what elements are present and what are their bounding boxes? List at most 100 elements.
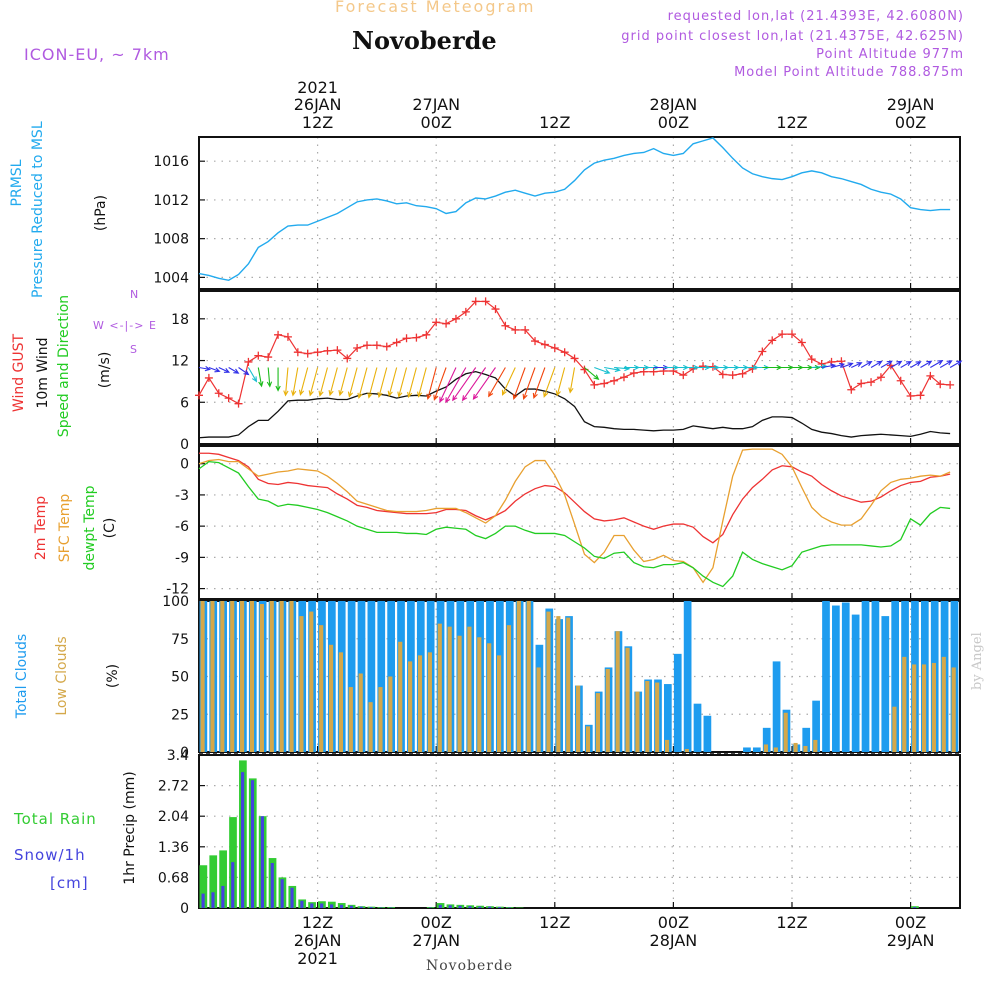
gust-point (728, 371, 737, 380)
bottom-time-label: 00Z (895, 913, 926, 932)
gust-point (303, 349, 312, 358)
compass-south: S (130, 343, 138, 356)
wind-arrow (584, 367, 600, 381)
rain-label: Total Rain (14, 810, 97, 828)
bottom-time-label: 12Z (302, 913, 333, 932)
gust-point (214, 389, 223, 398)
y-tick-label: 75 (171, 632, 189, 648)
low-cloud-bar (655, 682, 660, 752)
low-cloud-bar (536, 667, 541, 752)
low-cloud-bar (249, 601, 255, 752)
low-cloud-bar (467, 626, 472, 752)
compass-north: N (130, 288, 140, 301)
low-cloud-bar (635, 691, 640, 752)
y-tick-label: -9 (175, 550, 189, 566)
wind-label: 10m Wind (35, 337, 51, 409)
bottom-time-label: 12Z (539, 913, 570, 932)
gust-point (876, 373, 885, 382)
wind-arrow (532, 367, 546, 400)
wind-arrow (228, 367, 240, 374)
wind-arrow (860, 360, 873, 368)
wind-arrow (445, 367, 467, 404)
top-year-label: 2021 (297, 78, 338, 97)
snow-bar (359, 906, 363, 908)
gust-point (590, 380, 599, 389)
snow-bar (497, 907, 502, 908)
gust-point (422, 330, 431, 339)
gust-point (797, 338, 806, 347)
snow-bar (448, 905, 452, 908)
wind-arrow (257, 367, 264, 388)
wind-arrow (247, 367, 258, 383)
low-cloud-bar (526, 601, 531, 752)
top-time-label: 12Z (539, 113, 570, 132)
footer-title: Novoberde (426, 958, 514, 974)
gust-point (778, 330, 787, 339)
low-cloud-bar (585, 726, 591, 752)
top-time-label: 27JAN (412, 95, 460, 114)
gust-point (224, 394, 233, 403)
panel-frame (198, 445, 961, 600)
low-clouds-label: Low Clouds (54, 636, 70, 716)
low-cloud-bar (230, 601, 235, 752)
low-cloud-bar (358, 673, 363, 752)
total-cloud-bar (683, 601, 692, 752)
y-tick-label: 25 (171, 707, 189, 723)
wind-arrow (488, 367, 506, 398)
bottom-time-label: 27JAN (412, 931, 460, 950)
low-cloud-bar (793, 742, 798, 752)
bottom-time-label: 26JAN (294, 931, 342, 950)
low-cloud-bar (576, 685, 581, 752)
snow-bar (250, 780, 255, 908)
gust-point (669, 366, 678, 375)
low-cloud-bar (408, 661, 413, 752)
snow-bar (488, 906, 492, 908)
low-cloud-bar (546, 611, 551, 752)
low-cloud-bar (200, 601, 205, 752)
temp2m-line (199, 452, 951, 544)
wind-direction-label: Speed and Direction (56, 294, 72, 438)
low-cloud-bar (506, 625, 512, 752)
low-cloud-bar (684, 748, 689, 752)
wind-arrow (208, 366, 221, 373)
gust-point (916, 391, 925, 400)
y-tick-label: -3 (175, 488, 189, 504)
y-tick-label: 1004 (153, 270, 189, 286)
y-tick-label: 2.04 (158, 809, 189, 825)
top-time-label: 29JAN (887, 95, 935, 114)
wind-arrow (555, 367, 566, 397)
gust-point (432, 318, 441, 327)
low-cloud-bar (645, 681, 650, 752)
y-tick-label: 0 (180, 437, 189, 453)
gust-point (600, 379, 609, 388)
gust-point (867, 378, 876, 387)
rain-bar (209, 855, 218, 908)
gust-point (501, 321, 510, 330)
gust-point (570, 354, 579, 363)
low-cloud-bar (566, 617, 571, 752)
wind-arrow (275, 367, 281, 392)
top-time-label: 00Z (895, 113, 926, 132)
low-cloud-bar (378, 687, 383, 752)
snow-bar (270, 863, 274, 908)
y-tick-label: 100 (162, 594, 189, 610)
gust-label: Wind GUST (11, 333, 27, 413)
gust-point (540, 340, 549, 349)
low-cloud-bar (427, 652, 432, 752)
gust-point (195, 391, 203, 400)
wind-arrow (318, 367, 329, 397)
temp-unit-label: (C) (102, 517, 118, 539)
wind-arrow (594, 366, 611, 375)
gust-point (461, 307, 470, 316)
total-cloud-bar (703, 715, 712, 752)
total-cloud-bar (871, 601, 880, 752)
wind-arrow (298, 367, 309, 396)
gust-point (451, 314, 460, 323)
wind-arrow (461, 367, 487, 402)
y-tick-label: 50 (171, 670, 189, 686)
gust-point (768, 336, 777, 345)
wind-arrow (543, 367, 556, 398)
wind-arrow (198, 366, 211, 372)
wind-arrow (930, 359, 944, 368)
dewpt-label: dewpt Temp (82, 485, 98, 571)
